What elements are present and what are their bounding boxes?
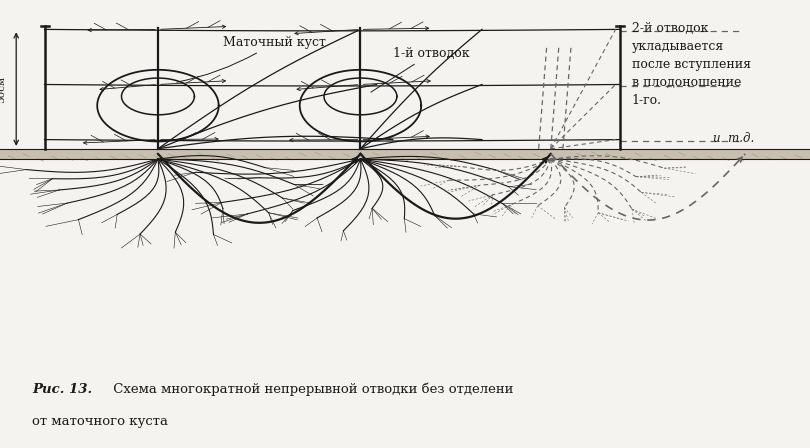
Text: Схема многократной непрерывной отводки без отделени: Схема многократной непрерывной отводки б… — [109, 382, 514, 396]
Text: от маточного куста: от маточного куста — [32, 415, 168, 428]
Text: 1-й отводок: 1-й отводок — [371, 47, 470, 92]
Text: Маточный куст: Маточный куст — [177, 36, 326, 82]
Text: 50см: 50см — [0, 76, 6, 103]
Bar — [0, 149, 810, 159]
Text: 2-й отводок
укладывается
после вступления
в плодоношение
1-го.: 2-й отводок укладывается после вступлени… — [632, 22, 751, 107]
Text: и  т.д.: и т.д. — [713, 132, 754, 145]
Text: Рис. 13.: Рис. 13. — [32, 383, 92, 396]
